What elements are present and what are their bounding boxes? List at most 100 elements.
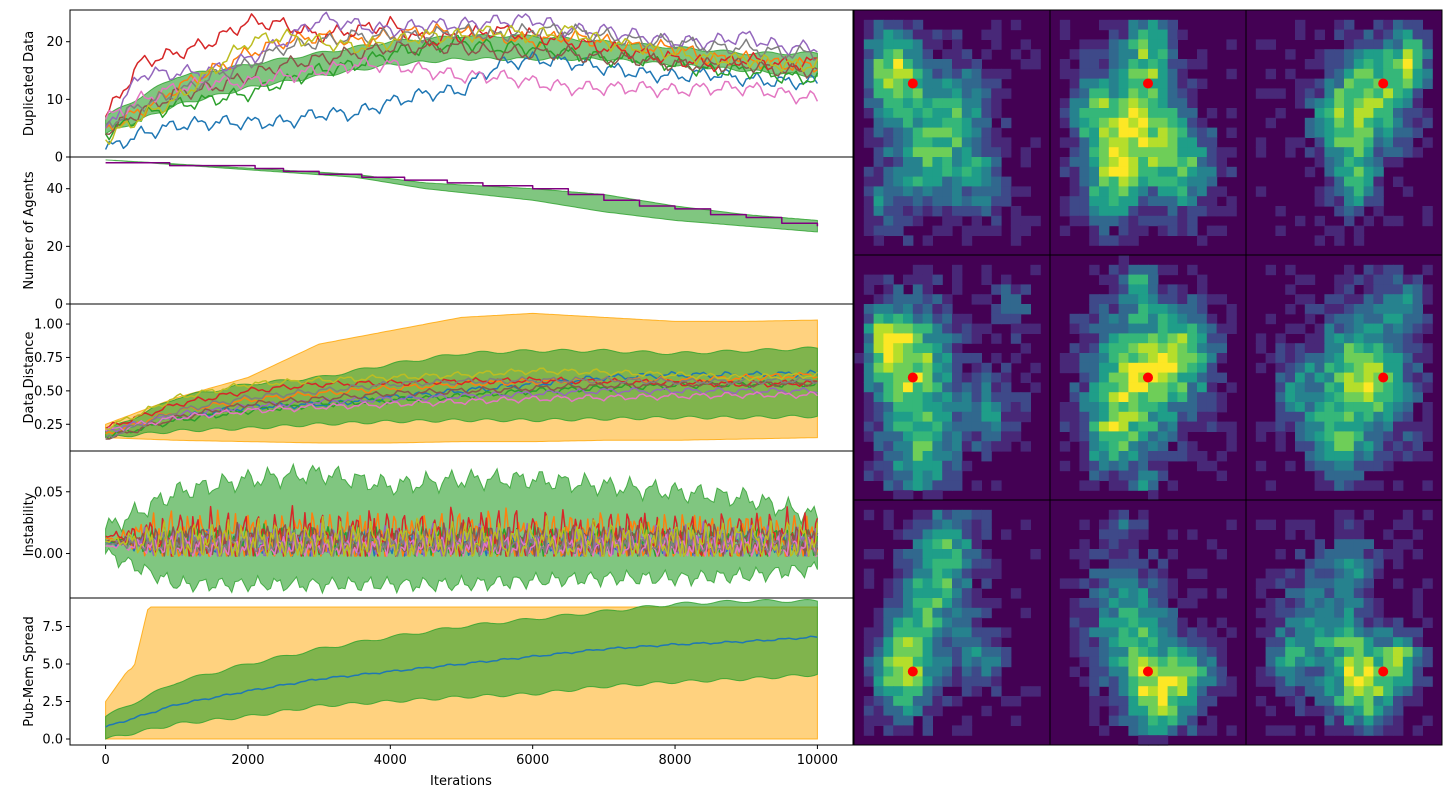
heatmap-tile xyxy=(873,235,884,246)
heatmap-tile xyxy=(1167,382,1178,393)
heatmap-tile xyxy=(952,137,963,148)
heatmap-tile xyxy=(1089,617,1100,628)
heatmap-tile xyxy=(1148,274,1159,285)
heatmap-tile xyxy=(1295,215,1306,227)
heatmap-tile xyxy=(893,225,904,236)
heatmap-tile xyxy=(873,382,884,393)
heatmap-tile xyxy=(1285,588,1296,599)
heatmap-tile xyxy=(1373,656,1384,668)
heatmap-tile xyxy=(1304,421,1316,432)
heatmap-tile xyxy=(1128,460,1139,472)
heatmap-tile xyxy=(1001,274,1012,285)
heatmap-tile xyxy=(1157,686,1169,697)
heatmap-tile xyxy=(1010,49,1022,60)
heatmap-tile xyxy=(1353,382,1365,393)
heatmap-tile xyxy=(1020,441,1031,452)
heatmap-tile xyxy=(1373,137,1384,148)
heatmap-tile xyxy=(1373,627,1384,638)
heatmap-tile xyxy=(1383,402,1394,413)
heatmap-tile xyxy=(903,206,914,217)
heatmap-tile xyxy=(1157,431,1169,442)
heatmap-tile xyxy=(1255,362,1267,374)
heatmap-tile xyxy=(1304,686,1316,697)
heatmap-tile xyxy=(1030,137,1041,148)
heatmap-tile xyxy=(981,529,992,540)
heatmap-tile xyxy=(1187,88,1198,99)
heatmap-tile xyxy=(912,333,924,344)
heatmap-tile xyxy=(942,480,953,491)
heatmap-tile xyxy=(971,78,982,89)
heatmap-tile xyxy=(1344,705,1355,717)
heatmap-tile xyxy=(1226,627,1237,638)
heatmap-tile xyxy=(971,598,982,609)
heatmap-tile xyxy=(1108,549,1120,560)
heatmap-tile xyxy=(1363,343,1374,354)
heatmap-tile xyxy=(1314,470,1325,481)
heatmap-tile xyxy=(932,362,943,374)
heatmap-tile xyxy=(1187,78,1198,89)
heatmap-tile xyxy=(1079,627,1090,638)
heatmap-tile xyxy=(1363,725,1374,736)
heatmap-tile xyxy=(1314,215,1325,227)
heatmap-tile xyxy=(1177,137,1188,148)
heatmap-tile xyxy=(1255,343,1267,354)
heatmap-tile xyxy=(1108,451,1120,462)
heatmap-tile xyxy=(981,558,992,570)
heatmap-tile xyxy=(893,127,904,138)
series-line-8 xyxy=(105,22,818,128)
heatmap-tile xyxy=(1108,460,1120,472)
heatmap-tile xyxy=(1206,186,1218,197)
heatmap-tile xyxy=(1304,147,1316,158)
heatmap-tile xyxy=(1079,157,1090,168)
heatmap-tile xyxy=(1069,147,1080,158)
heatmap-tile xyxy=(1295,637,1306,648)
y-axis-label: Pub-Mem Spread xyxy=(22,616,37,727)
heatmap-tile xyxy=(1206,637,1218,648)
heatmap-tile xyxy=(1206,225,1218,236)
heatmap-tile xyxy=(1108,157,1120,168)
heatmap-tile xyxy=(1265,666,1276,677)
heatmap-tile xyxy=(922,264,933,276)
heatmap-tile xyxy=(1118,421,1129,432)
heatmap-tile xyxy=(1412,68,1423,80)
heatmap-tile xyxy=(1393,725,1404,736)
heatmap-tile xyxy=(1138,98,1149,109)
heatmap-tile xyxy=(1089,127,1100,138)
heatmap-tile xyxy=(1148,176,1159,187)
heatmap-tile xyxy=(1412,19,1423,31)
heatmap-tile xyxy=(1295,519,1306,530)
heatmap-tile xyxy=(1079,411,1090,423)
heatmap-tile xyxy=(903,235,914,246)
heatmap-tile xyxy=(1069,343,1080,354)
heatmap-tile xyxy=(873,441,884,452)
heatmap-tile xyxy=(893,137,904,148)
heatmap-tile xyxy=(1206,323,1218,334)
heatmap-tile xyxy=(961,186,973,197)
heatmap-tile xyxy=(1030,362,1041,374)
heatmap-tile xyxy=(1089,68,1100,80)
heatmap-tile xyxy=(1383,304,1394,315)
heatmap-tile xyxy=(1324,637,1335,648)
heatmap-tile xyxy=(1402,68,1414,80)
heatmap-tile xyxy=(922,696,933,707)
heatmap-tile xyxy=(932,59,943,70)
heatmap-tile xyxy=(1344,558,1355,570)
heatmap-tile xyxy=(1334,460,1345,472)
heatmap-tile xyxy=(1167,696,1178,707)
heatmap-tile xyxy=(1285,696,1296,707)
heatmap-tile xyxy=(1363,117,1374,129)
heatmap-tile xyxy=(952,39,963,50)
heatmap-tile xyxy=(1069,627,1080,638)
heatmap-tile xyxy=(912,98,924,109)
heatmap-tile xyxy=(922,666,933,677)
heatmap-tile xyxy=(1363,607,1374,619)
heatmap-tile xyxy=(903,588,914,599)
heatmap-tile xyxy=(1108,686,1120,697)
heatmap-tile xyxy=(1001,402,1012,413)
heatmap-tile xyxy=(942,157,953,168)
heatmap-tile xyxy=(1363,186,1374,197)
heatmap-tile xyxy=(1275,549,1286,560)
heatmap-tile xyxy=(1128,284,1139,295)
heatmap-tile xyxy=(1108,480,1120,491)
